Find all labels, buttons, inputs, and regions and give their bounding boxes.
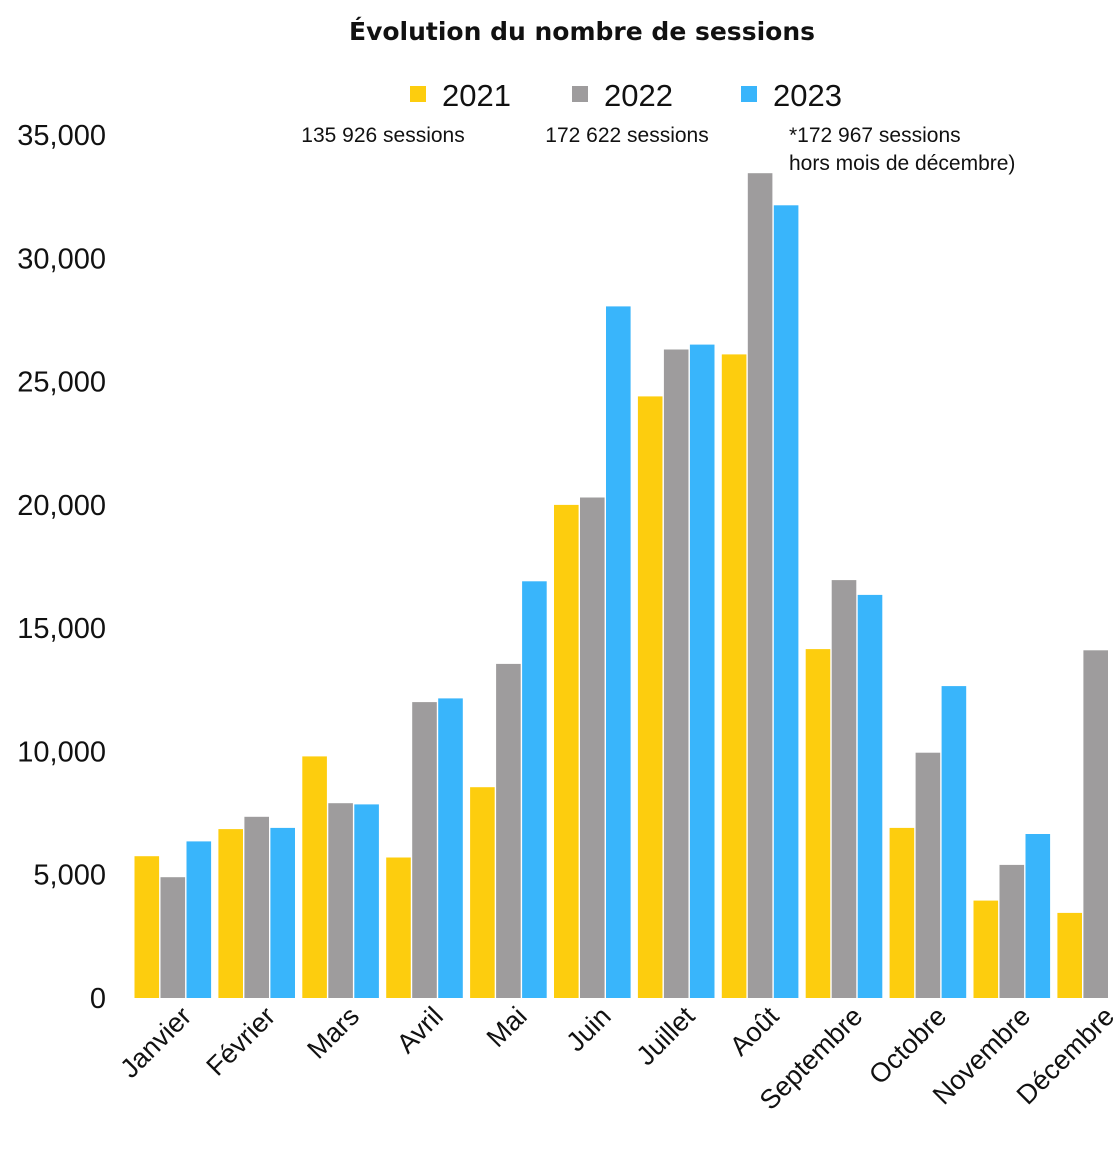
y-tick-label: 20,000	[17, 490, 106, 522]
chart-title: Évolution du nombre de sessions	[349, 17, 815, 46]
bar-2022-juin	[580, 497, 605, 998]
bar-2023-avril	[438, 698, 463, 998]
bar-2021-septembre	[805, 649, 831, 998]
bar-2022-septembre	[831, 580, 857, 998]
annotation-2022-total: 172 622 sessions	[545, 124, 708, 147]
x-tick-label: Juin	[560, 1001, 616, 1057]
bar-2021-février	[218, 829, 243, 998]
y-tick-label: 5,000	[33, 860, 106, 892]
annotation-2021-total: 135 926 sessions	[301, 124, 464, 147]
legend-swatch-2023	[741, 86, 757, 102]
bar-2021-janvier	[134, 856, 160, 998]
bar-2021-octobre	[889, 827, 915, 998]
bar-2021-juin	[554, 504, 579, 998]
bar-2022-novembre	[999, 864, 1025, 998]
bar-2021-avril	[386, 857, 411, 998]
bar-2023-mai	[522, 581, 547, 998]
legend-swatch-2022	[572, 86, 588, 102]
bar-2023-octobre	[941, 686, 967, 998]
bar-2021-mars	[302, 756, 327, 998]
bar-2022-août	[747, 173, 773, 998]
y-tick-label: 30,000	[17, 243, 106, 275]
bar-2023-juillet	[689, 344, 715, 999]
bar-2022-décembre	[1083, 650, 1108, 998]
y-axis: 0 5,000 10,000 15,000 20,000 25,000 30,000 35,0…	[17, 120, 106, 1015]
bar-2022-janvier	[160, 877, 186, 998]
bar-2023-novembre	[1025, 834, 1051, 998]
bar-2022-mars	[328, 803, 353, 998]
bar-2021-décembre	[1057, 912, 1082, 998]
legend: 2021 2022 2023	[410, 78, 842, 113]
legend-label-2022: 2022	[604, 78, 673, 113]
legend-label-2021: 2021	[442, 78, 511, 113]
bar-2022-juillet	[663, 349, 689, 998]
bar-2023-janvier	[186, 841, 212, 998]
y-tick-label: 15,000	[17, 613, 106, 645]
bar-2021-juillet	[637, 396, 663, 998]
y-tick-label: 0	[90, 983, 106, 1015]
bar-2023-février	[270, 827, 295, 998]
bar-2021-novembre	[973, 900, 999, 998]
x-tick-label: Mars	[301, 1001, 365, 1065]
x-tick-label: Février	[200, 1001, 281, 1082]
bar-2022-février	[244, 816, 269, 998]
y-tick-label: 10,000	[17, 736, 106, 768]
x-tick-label: Juillet	[631, 1001, 701, 1071]
bar-2022-avril	[412, 702, 437, 998]
bar-2022-octobre	[915, 752, 941, 998]
y-tick-label: 35,000	[17, 120, 106, 152]
annotation-2023-total: *172 967 sessions	[789, 124, 961, 147]
x-tick-label: Janvier	[114, 1001, 197, 1084]
bars	[134, 173, 1108, 999]
bar-2021-août	[721, 354, 747, 998]
x-tick-label: Août	[724, 1001, 785, 1062]
y-tick-label: 25,000	[17, 367, 106, 399]
bar-2022-mai	[496, 663, 521, 998]
annotations: 135 926 sessions 172 622 sessions *172 9…	[301, 124, 1015, 175]
bar-2023-septembre	[857, 594, 883, 998]
bar-2023-août	[773, 205, 799, 999]
x-tick-label: Avril	[391, 1001, 449, 1059]
legend-swatch-2021	[410, 86, 426, 102]
legend-label-2023: 2023	[773, 78, 842, 113]
bar-2021-mai	[470, 787, 495, 998]
annotation-2023-note: hors mois de décembre)	[789, 152, 1015, 175]
x-axis: Janvier Février Mars Avril Mai Juin Juillet Aoû…	[114, 1001, 1115, 1116]
bar-2023-mars	[354, 804, 379, 998]
x-tick-label: Mai	[481, 1001, 533, 1053]
bar-2023-juin	[606, 306, 631, 998]
